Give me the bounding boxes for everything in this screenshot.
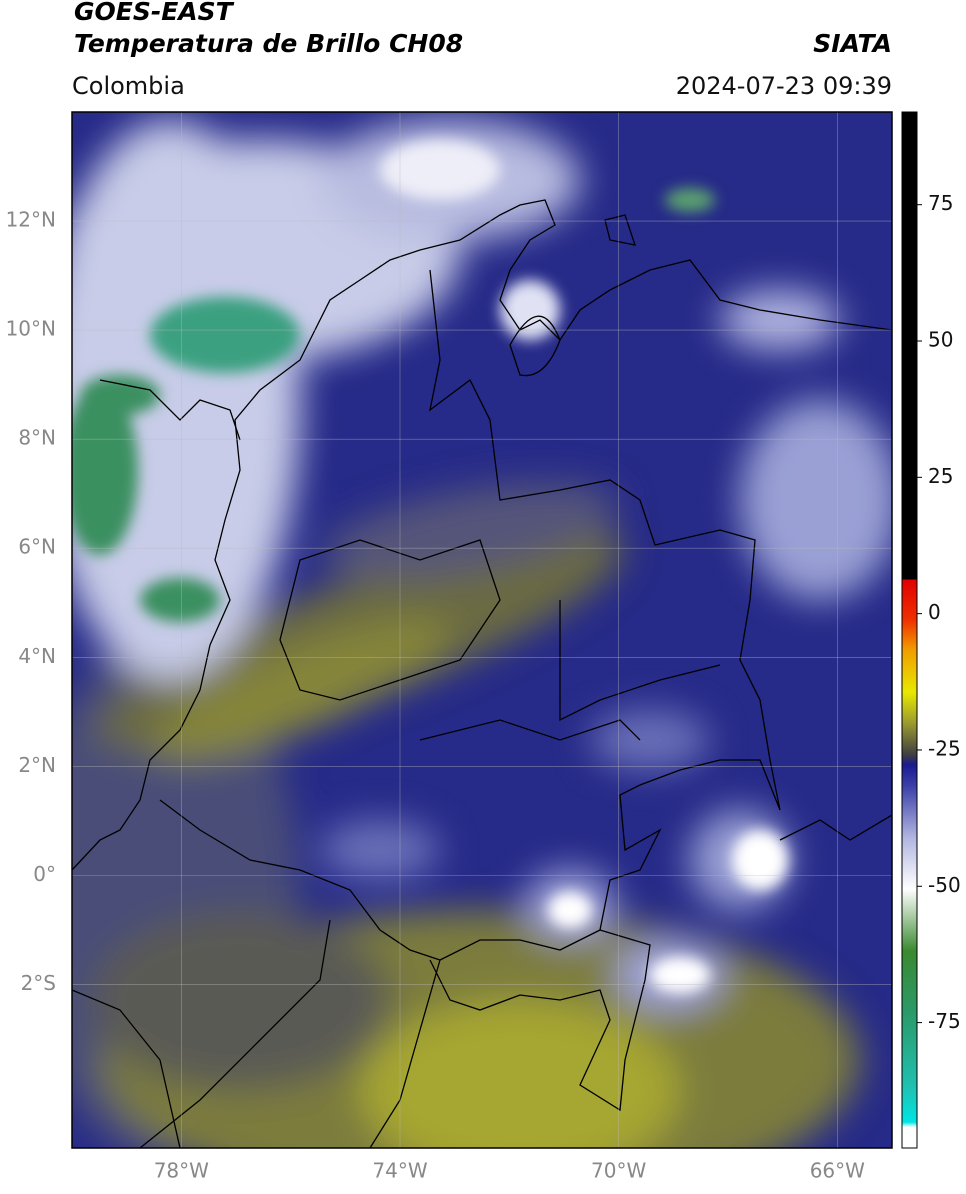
colorbar-tick-label: -25 bbox=[928, 736, 961, 760]
title-line1: GOES-EAST bbox=[74, 0, 235, 26]
colorbar-tick-label: 75 bbox=[928, 191, 953, 215]
lat-tick-label: 0° bbox=[33, 862, 56, 886]
title-line2: Temperatura de Brillo CH08 bbox=[74, 29, 463, 58]
lat-tick-label: 4°N bbox=[18, 644, 56, 668]
map-frame bbox=[71, 111, 893, 1149]
colorbar-tick-label: -75 bbox=[928, 1009, 961, 1033]
lat-tick-label: 10°N bbox=[6, 317, 56, 341]
source: SIATA bbox=[813, 29, 892, 58]
cloud-tops bbox=[72, 140, 788, 993]
datetime: 2024-07-23 09:39 bbox=[676, 72, 892, 100]
colorbar-tick-label: -50 bbox=[928, 873, 961, 897]
lon-tick-label: 78°W bbox=[154, 1159, 209, 1183]
colorbar-tick-label: 25 bbox=[928, 464, 953, 488]
satellite-image bbox=[72, 112, 892, 1148]
lat-tick-label: 2°N bbox=[18, 753, 56, 777]
region: Colombia bbox=[72, 72, 185, 100]
lat-tick-label: 8°N bbox=[18, 426, 56, 450]
lat-tick-label: 6°N bbox=[18, 535, 56, 559]
colorbar-tick-label: 50 bbox=[928, 328, 953, 352]
lat-tick-label: 12°N bbox=[6, 208, 56, 232]
colorbar-tick-label: 0 bbox=[928, 600, 941, 624]
labels: 78°W 74°W 70°W 66°W 12°N 10°N 8°N 6°N 4°N 2°N 0° 2°… bbox=[6, 191, 961, 1182]
lon-tick-label: 66°W bbox=[810, 1159, 865, 1183]
lon-tick-label: 74°W bbox=[372, 1159, 427, 1183]
coastlines-borders bbox=[72, 199, 892, 1148]
lon-tick-label: 70°W bbox=[591, 1159, 646, 1183]
colorbar bbox=[901, 111, 918, 1149]
lat-tick-label: 2°S bbox=[21, 971, 56, 995]
gridlines bbox=[72, 112, 892, 1148]
